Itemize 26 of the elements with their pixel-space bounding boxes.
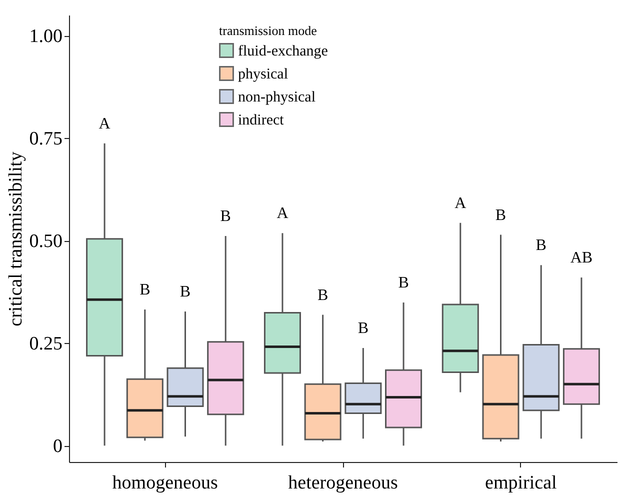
- annotation: B: [180, 283, 191, 300]
- legend-label: indirect: [238, 112, 285, 128]
- annotation: B: [140, 281, 150, 298]
- legend-label: physical: [238, 66, 288, 82]
- annotation: B: [495, 206, 506, 224]
- annotation: B: [317, 286, 328, 304]
- y-tick-label: 0.25: [29, 334, 62, 355]
- x-tick-label: homogeneous: [112, 472, 218, 494]
- legend-title: transmission mode: [219, 23, 318, 38]
- y-tick-label: 0: [53, 436, 62, 458]
- annotation: B: [358, 320, 369, 337]
- x-tick-label: heterogeneous: [288, 472, 398, 494]
- legend-label: non-physical: [238, 90, 316, 106]
- annotation: B: [536, 237, 546, 254]
- annotation: B: [220, 208, 231, 226]
- annotation: A: [98, 115, 111, 132]
- legend-label: fluid-exchange: [238, 44, 328, 60]
- y-axis-title: critical transmissibility: [5, 151, 26, 326]
- annotation: B: [398, 274, 409, 292]
- annotation: A: [276, 205, 289, 222]
- y-tick-label: 0.50: [29, 231, 62, 252]
- x-tick-label: empirical: [485, 472, 557, 494]
- annotation: A: [454, 194, 467, 212]
- y-tick-label: 0.75: [29, 128, 62, 150]
- annotation: AB: [570, 249, 593, 266]
- y-tick-label: 1.00: [29, 26, 62, 48]
